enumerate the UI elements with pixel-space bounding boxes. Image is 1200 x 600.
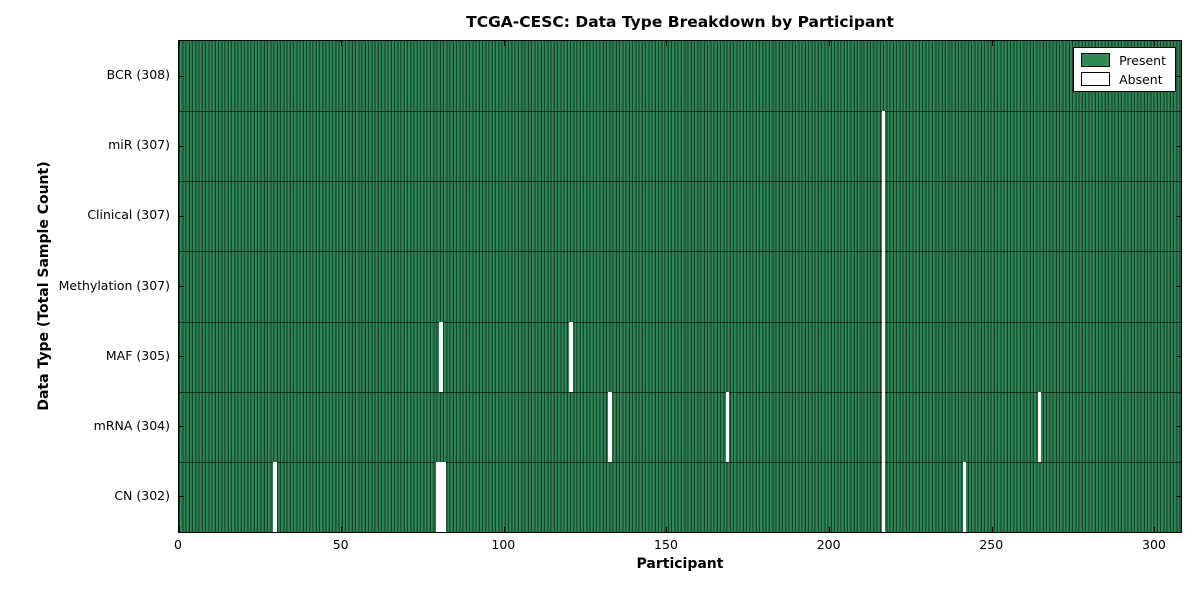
x-tick-label: 100 bbox=[491, 537, 516, 552]
y-tick-mark bbox=[179, 286, 184, 287]
x-axis-label: Participant bbox=[636, 556, 724, 572]
absent-gap-mRNA-168 bbox=[725, 391, 729, 462]
y-tick-mark bbox=[1176, 496, 1181, 498]
absent-gap-miR-216 bbox=[881, 111, 885, 182]
x-tick-mark bbox=[179, 527, 180, 532]
x-tick-mark bbox=[503, 527, 505, 532]
y-tick-mark bbox=[1176, 145, 1181, 147]
y-tick-mark bbox=[179, 496, 184, 498]
x-tick-label: 50 bbox=[332, 537, 349, 552]
y-tick-mark bbox=[179, 145, 184, 147]
y-tick-mark bbox=[179, 215, 184, 217]
y-tick-mark bbox=[1176, 286, 1181, 287]
y-tick-mark bbox=[179, 426, 184, 428]
legend-label-absent: Absent bbox=[1119, 71, 1163, 87]
legend: Present Absent bbox=[1073, 47, 1176, 92]
x-tick-mark bbox=[1154, 41, 1156, 46]
absent-gap-CN-80 bbox=[439, 461, 443, 532]
y-tick-mark bbox=[1176, 215, 1181, 217]
absent-gap-CN-216 bbox=[881, 461, 885, 532]
row-separator bbox=[179, 111, 1181, 113]
absent-gap-mRNA-216 bbox=[881, 391, 885, 462]
legend-present-swatch-icon bbox=[1081, 53, 1111, 67]
absent-gap-CN-79 bbox=[436, 461, 440, 532]
x-tick-label: 200 bbox=[816, 537, 841, 552]
x-tick-mark bbox=[341, 41, 343, 46]
y-tick-mark bbox=[1176, 356, 1181, 358]
absent-gap-MAF-80 bbox=[439, 321, 443, 392]
x-tick-mark bbox=[666, 41, 668, 46]
x-tick-label: 300 bbox=[1142, 537, 1166, 552]
absent-gap-mRNA-132 bbox=[608, 391, 612, 462]
legend-item-absent: Absent bbox=[1081, 72, 1166, 86]
x-tick-mark bbox=[991, 41, 993, 46]
absent-gap-Methylation-216 bbox=[881, 251, 885, 322]
x-tick-mark bbox=[829, 41, 831, 46]
y-tick-label-BCR: BCR (308) bbox=[106, 67, 170, 83]
y-tick-label-mRNA: mRNA (304) bbox=[93, 417, 170, 433]
y-tick-mark bbox=[1176, 426, 1181, 428]
y-tick-label-CN: CN (302) bbox=[114, 487, 170, 503]
x-tick-label: 150 bbox=[654, 537, 678, 552]
absent-gap-CN-241 bbox=[963, 461, 967, 532]
legend-item-present: Present bbox=[1081, 53, 1166, 67]
absent-gap-mRNA-264 bbox=[1037, 391, 1042, 462]
y-tick-label-Clinical: Clinical (307) bbox=[87, 207, 170, 223]
row-separator bbox=[179, 181, 1181, 183]
absent-gap-CN-81 bbox=[442, 461, 446, 532]
absent-gap-MAF-216 bbox=[881, 321, 885, 392]
chart-title: TCGA-CESC: Data Type Breakdown by Partic… bbox=[466, 13, 894, 31]
absent-gap-MAF-120 bbox=[569, 321, 573, 392]
x-tick-mark bbox=[991, 527, 993, 532]
x-tick-mark bbox=[666, 527, 668, 532]
x-tick-label: 250 bbox=[979, 537, 1004, 552]
y-tick-mark bbox=[179, 356, 184, 358]
absent-gap-CN-29 bbox=[273, 461, 277, 532]
row-separator bbox=[179, 321, 1181, 323]
legend-label-present: Present bbox=[1119, 52, 1166, 68]
x-tick-mark bbox=[341, 527, 343, 532]
legend-absent-swatch-icon bbox=[1081, 72, 1111, 86]
x-tick-mark bbox=[503, 41, 505, 46]
row-separator bbox=[179, 391, 1181, 393]
absent-gap-Clinical-216 bbox=[881, 181, 885, 252]
row-separator bbox=[179, 461, 1181, 463]
y-tick-mark bbox=[1176, 75, 1181, 77]
x-tick-mark bbox=[829, 527, 831, 532]
plot-area: Present Absent bbox=[178, 40, 1182, 533]
x-tick-mark bbox=[179, 41, 180, 46]
y-tick-label-MAF: MAF (305) bbox=[105, 347, 170, 363]
y-tick-label-Methylation: Methylation (307) bbox=[58, 277, 170, 293]
x-tick-label: 0 bbox=[174, 537, 182, 552]
y-tick-label-miR: miR (307) bbox=[108, 137, 170, 153]
row-separator bbox=[179, 251, 1181, 253]
x-tick-mark bbox=[1154, 527, 1156, 532]
y-tick-mark bbox=[179, 75, 184, 77]
